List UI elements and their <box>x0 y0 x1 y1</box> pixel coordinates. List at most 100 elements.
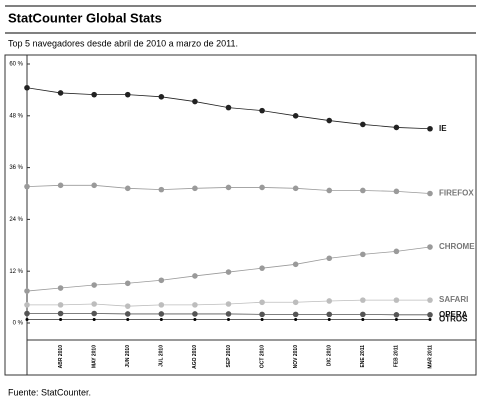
data-point <box>192 185 198 192</box>
data-point <box>192 98 198 105</box>
chart-subtitle: Top 5 navegadores desde abril de 2010 a … <box>8 38 238 48</box>
data-point <box>361 318 365 322</box>
data-point <box>124 280 131 287</box>
data-point <box>259 107 265 114</box>
data-point <box>124 311 131 317</box>
data-point <box>292 185 299 192</box>
data-point <box>124 303 131 309</box>
series-line <box>26 246 431 292</box>
data-point <box>393 188 400 195</box>
y-tick-label: 12 % <box>9 269 23 275</box>
data-point <box>192 302 198 308</box>
data-point <box>260 318 264 322</box>
data-point <box>360 311 366 318</box>
series-label: SAFARI <box>439 295 468 304</box>
data-point <box>427 311 433 318</box>
data-point <box>393 248 400 255</box>
data-point <box>326 187 333 194</box>
data-point <box>91 301 97 307</box>
data-point <box>292 113 299 119</box>
data-point <box>393 311 400 318</box>
data-point <box>158 186 165 193</box>
data-point <box>360 121 366 128</box>
data-point <box>225 104 232 111</box>
data-point <box>159 318 163 322</box>
source: Fuente: StatCounter. <box>8 387 91 397</box>
data-point <box>259 311 265 318</box>
data-point <box>259 184 265 191</box>
data-point <box>225 269 232 275</box>
series-label: OPERA <box>439 310 468 319</box>
data-point <box>158 311 165 317</box>
data-point <box>393 297 400 303</box>
x-tick-label: SEP 2010 <box>226 345 232 368</box>
data-point <box>25 318 29 322</box>
data-point <box>360 187 366 194</box>
data-point <box>57 285 64 291</box>
data-point <box>92 318 96 322</box>
data-point <box>24 302 30 308</box>
x-tick-label: MAY 2010 <box>91 345 97 368</box>
data-point <box>57 90 64 96</box>
x-tick-label: AGO 2010 <box>192 345 198 369</box>
data-point <box>292 311 299 318</box>
data-point <box>24 84 30 91</box>
data-point <box>259 299 265 306</box>
data-point <box>57 302 64 308</box>
x-tick-label: NOV 2010 <box>293 345 299 369</box>
data-point <box>193 318 197 322</box>
data-point <box>360 251 366 258</box>
data-point <box>158 277 165 284</box>
data-point <box>91 282 97 288</box>
y-tick-label: 36 % <box>9 165 23 171</box>
data-point <box>124 185 131 192</box>
y-tick-label: 24 % <box>9 217 23 223</box>
data-point <box>326 298 333 304</box>
data-point <box>259 265 265 271</box>
data-point <box>124 91 131 98</box>
y-tick-label: 48 % <box>9 113 23 119</box>
data-point <box>91 182 97 189</box>
data-point <box>91 310 97 317</box>
data-point <box>326 117 333 124</box>
series-label: OTROS <box>439 315 468 324</box>
data-point <box>57 182 64 189</box>
data-point <box>427 190 433 197</box>
y-tick-label: 0 % <box>13 321 24 327</box>
data-point <box>158 94 165 100</box>
data-point <box>427 244 433 250</box>
series-label: CHROME <box>439 242 475 251</box>
data-point <box>192 273 198 279</box>
data-point <box>227 318 230 322</box>
x-tick-label: JUL 2010 <box>159 345 165 367</box>
x-tick-label: MAR 2011 <box>427 345 433 369</box>
data-point <box>428 318 432 322</box>
x-tick-label: DIC 2010 <box>327 345 333 366</box>
chart-frame <box>4 54 477 376</box>
data-point <box>292 261 299 268</box>
data-point <box>24 183 30 190</box>
x-tick-label: OCT 2010 <box>259 345 265 368</box>
x-tick-label: JUN 2010 <box>125 345 131 368</box>
data-point <box>225 184 232 191</box>
data-point <box>326 255 333 262</box>
data-point <box>360 297 366 303</box>
data-point <box>57 310 64 317</box>
x-tick-label: FEB 2011 <box>394 345 400 367</box>
data-point <box>225 301 232 307</box>
data-point <box>394 318 398 322</box>
data-point <box>59 318 63 322</box>
y-tick-label: 60 % <box>9 62 23 68</box>
data-point <box>427 297 433 303</box>
data-point <box>24 310 30 317</box>
x-tick-label: ABR 2010 <box>58 345 64 369</box>
data-point <box>91 91 97 98</box>
data-point <box>393 124 400 131</box>
series-label: FIREFOX <box>439 189 474 198</box>
x-tick-label: ENE 2011 <box>360 345 366 368</box>
data-point <box>294 318 298 322</box>
data-point <box>126 318 130 322</box>
data-point <box>158 302 165 308</box>
